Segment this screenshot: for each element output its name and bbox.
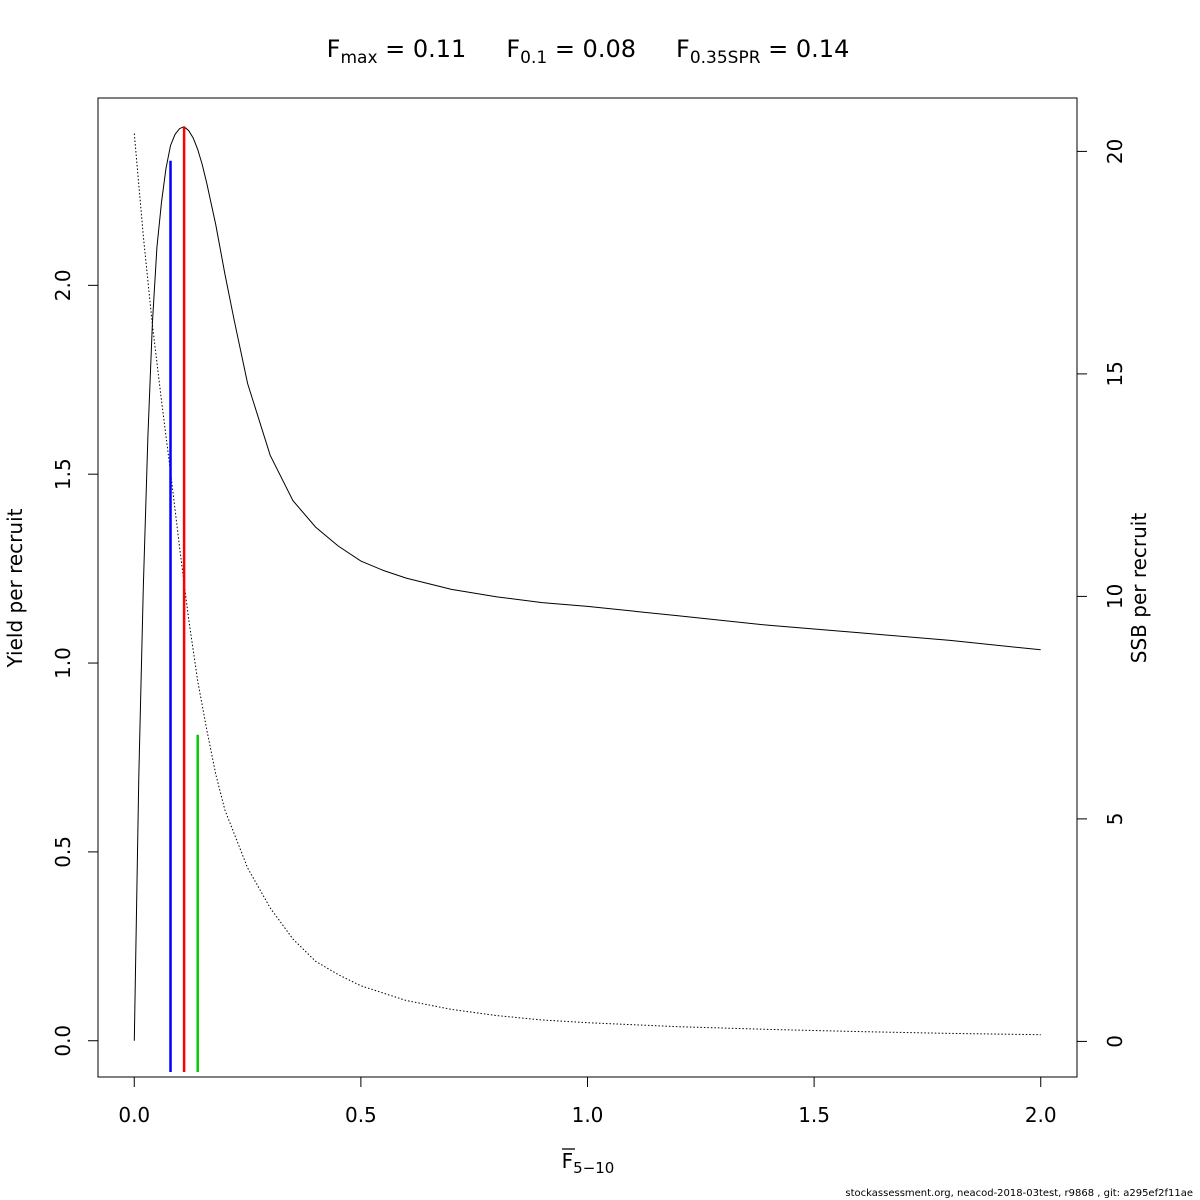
footer-credit: stockassessment.org, neacod-2018-03test,… [845,1188,1193,1199]
x-axis-title: F5−10 [562,1149,615,1177]
x-tick-label: 2.0 [1025,1103,1057,1127]
ssb-per-recruit-line [133,133,1041,1036]
y-axis-right: 0 5 10 15 20 [1076,139,1127,1048]
plot-frame [97,97,1078,1078]
chart-title: Fmax = 0.11 F0.1 = 0.08 F0.35SPR = 0.14 [327,35,850,68]
y-left-tick-label: 1.5 [51,458,75,490]
reference-lines [169,126,199,1072]
y-left-tick-label: 2.0 [51,269,75,301]
y-right-tick-label: 10 [1103,584,1127,609]
y-axis-left: 0.0 0.5 1.0 1.5 2.0 [51,269,99,1057]
x-axis: 0.0 0.5 1.0 1.5 2.0 [118,1076,1057,1127]
y-right-tick-label: 0 [1103,1035,1127,1048]
y-left-tick-label: 1.0 [51,647,75,679]
y-left-tick-label: 0.0 [51,1025,75,1057]
y-right-tick-label: 20 [1103,139,1127,164]
series-layer [133,126,1041,1041]
x-tick-label: 0.0 [118,1103,150,1127]
y-right-tick-label: 5 [1103,813,1127,826]
y-left-tick-label: 0.5 [51,836,75,868]
yield-per-recruit-line [133,126,1041,1041]
y-right-tick-label: 15 [1103,361,1127,386]
x-tick-label: 1.5 [798,1103,830,1127]
y-axis-right-title: SSB per recruit [1127,513,1151,664]
x-tick-label: 1.0 [572,1103,604,1127]
x-tick-label: 0.5 [345,1103,377,1127]
y-axis-left-title: Yield per recruit [3,508,27,668]
